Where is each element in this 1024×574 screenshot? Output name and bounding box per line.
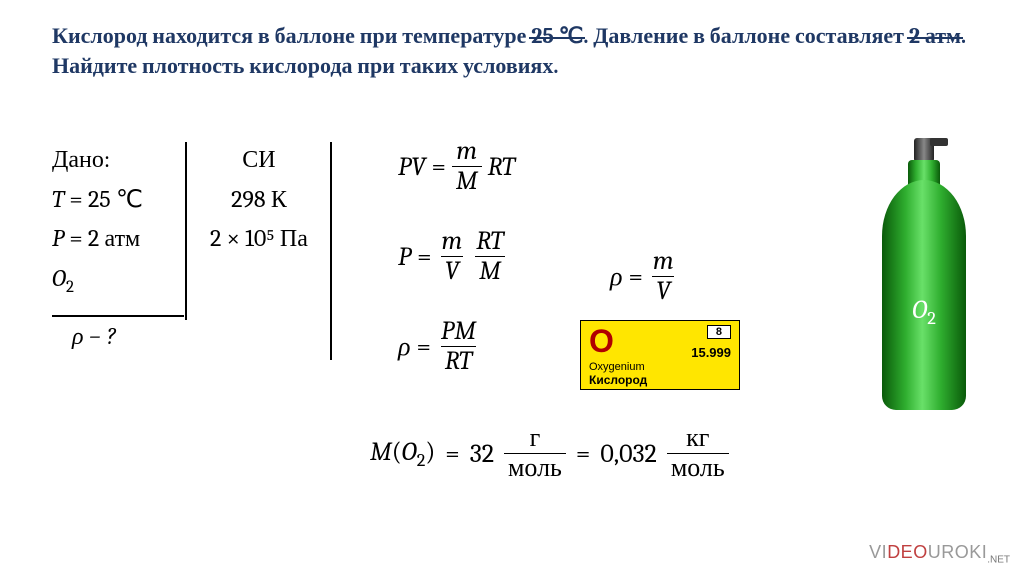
- element-atomic-mass: 15.999: [691, 345, 731, 360]
- title-seg1: Кислород находится в баллоне при темпера…: [52, 23, 531, 49]
- title-seg2: . Давление в баллоне составляет: [583, 23, 908, 49]
- element-atomic-number: 8: [707, 325, 731, 339]
- title-pressure: 2 атм: [909, 22, 961, 52]
- given-gas: O: [52, 264, 66, 292]
- equation-rho-mv: ρ = mV: [610, 248, 678, 306]
- equation-pv-mrt: PV = mM RT: [398, 138, 515, 196]
- cylinder-label: O2: [874, 295, 974, 329]
- given-pressure: P: [52, 224, 64, 252]
- given-block: Дано: T = 25 ℃ P = 2 атм O2: [52, 140, 143, 301]
- element-latin-name: Oxygenium: [589, 361, 645, 373]
- find-quantity: ρ − ?: [72, 322, 116, 351]
- given-temperature: T: [52, 185, 64, 213]
- separator-1: [185, 142, 187, 320]
- given-header: Дано:: [52, 140, 143, 180]
- element-card-oxygen: O 8 15.999 Oxygenium Кислород: [580, 320, 740, 390]
- cylinder-handle-icon: [930, 138, 948, 146]
- element-russian-name: Кислород: [589, 373, 647, 387]
- molar-val2: 0,032: [600, 439, 656, 469]
- si-temperature: 298 К: [210, 180, 308, 220]
- si-pressure: 2 × 10⁵ Па: [210, 219, 308, 259]
- equation-p-mv-rtm: P = mV RTM: [398, 228, 508, 286]
- problem-title: Кислород находится в баллоне при темпера…: [52, 22, 972, 81]
- molar-mass-line: M(O2) = 32 гмоль = 0,032 кгмоль: [370, 425, 729, 483]
- si-header: СИ: [210, 140, 308, 180]
- separator-2: [330, 142, 332, 360]
- gas-cylinder: O2: [874, 130, 974, 420]
- equation-rho-pm-rt: ρ = PMRT: [398, 318, 480, 376]
- element-symbol: O: [589, 323, 614, 360]
- molar-val1: 32: [470, 439, 494, 469]
- watermark: VIDEOUROKI.NET: [869, 542, 1010, 566]
- title-temp: 25 ℃: [531, 22, 583, 52]
- given-divider: [52, 315, 184, 317]
- si-block: СИ 298 К 2 × 10⁵ Па: [210, 140, 308, 259]
